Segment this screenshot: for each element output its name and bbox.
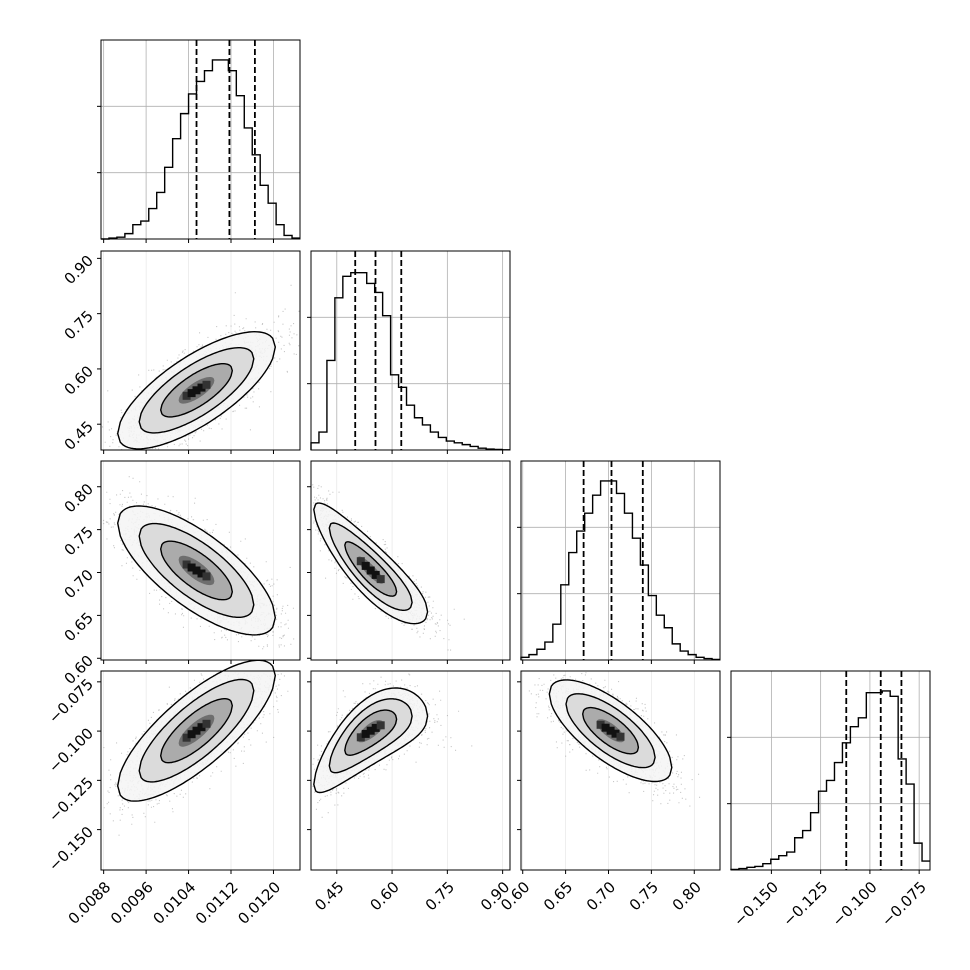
density-peak (197, 569, 206, 578)
y-tick-label: 0.60 (61, 362, 97, 398)
scatter-panel-2-1 (100, 250, 301, 451)
y-tick-label: 0.65 (61, 609, 97, 645)
histogram-panel-2 (307, 250, 511, 451)
density-peak (182, 733, 191, 742)
y-axis-2: 0.45 0.60 0.75 0.90 (61, 252, 101, 454)
density-peak (611, 729, 620, 738)
histogram-steps (101, 59, 300, 240)
x-axis-2: 0.45 0.60 0.75 0.90 (311, 450, 513, 914)
density-peak (192, 386, 201, 395)
x-tick-label: 0.75 (626, 878, 662, 914)
y-tick-label: 0.70 (61, 566, 97, 602)
scatter-panel-3-2 (310, 460, 511, 661)
density-peak (197, 723, 206, 732)
x-tick-label: 0.0112 (192, 878, 242, 928)
panel-frame (100, 39, 301, 240)
panel-frame (310, 250, 511, 451)
density-peak (366, 566, 375, 575)
x-axis-4: −0.150−0.125−0.100−0.075 (730, 870, 930, 930)
scatter-panel-4-3 (520, 670, 721, 871)
density-peak (366, 726, 375, 735)
histogram-steps (310, 271, 510, 451)
x-tick-label: 0.80 (669, 878, 705, 914)
x-tick-label: 0.0104 (149, 878, 199, 928)
panel-frame (100, 460, 301, 661)
density-peak (601, 723, 610, 732)
x-tick-label: 0.70 (583, 878, 619, 914)
density-peak (596, 720, 605, 729)
y-tick-label: 0.75 (61, 307, 97, 343)
y-axis-4: −0.150−0.125−0.100−0.075 (45, 675, 521, 875)
density-peak (197, 383, 206, 392)
density-peak (187, 730, 196, 739)
panel-frame (730, 670, 931, 871)
density-peak (361, 561, 370, 570)
panel-frame (520, 460, 721, 661)
x-tick-label: 0.75 (422, 878, 458, 914)
density-peak (356, 557, 365, 566)
x-tick-label: −0.125 (779, 878, 831, 930)
density-peak (182, 391, 191, 400)
y-tick-label: −0.150 (45, 823, 97, 875)
density-peak (371, 570, 380, 579)
density-peak (187, 563, 196, 572)
y-tick-label: 0.90 (61, 252, 97, 288)
density-peak (202, 719, 211, 728)
histogram-panel-3 (517, 460, 721, 661)
density-peak (356, 733, 365, 742)
panel-frame (520, 670, 721, 871)
density-peak (192, 566, 201, 575)
y-tick-label: 0.75 (61, 523, 97, 559)
histogram-panel-4 (727, 670, 931, 871)
x-tick-label: 0.45 (311, 878, 347, 914)
x-tick-label: −0.075 (878, 878, 930, 930)
x-tick-label: 0.60 (366, 878, 402, 914)
density-peak (376, 721, 385, 730)
density-peak (371, 723, 380, 732)
y-tick-label: 0.80 (61, 480, 97, 516)
density-peak (202, 380, 211, 389)
scatter-panel-4-1 (100, 659, 301, 871)
x-tick-label: 0.0088 (65, 878, 115, 928)
density-peak (606, 726, 615, 735)
panel-frame (310, 460, 511, 661)
panel-frame (100, 250, 301, 451)
panel-frame (310, 670, 511, 871)
density-peak (192, 726, 201, 735)
histogram-steps (520, 480, 720, 661)
x-tick-label: 0.0096 (107, 878, 157, 928)
panel-frame (100, 670, 301, 871)
density-peak (376, 575, 385, 584)
density-peak (187, 389, 196, 398)
density-peak (202, 572, 211, 581)
y-tick-label: 0.45 (61, 417, 97, 453)
density-peak (361, 729, 370, 738)
y-tick-label: −0.100 (45, 724, 97, 776)
density-peak (182, 560, 191, 569)
y-tick-label: −0.125 (45, 774, 97, 826)
scatter-panel-4-2 (310, 670, 511, 871)
x-tick-label: 0.65 (540, 878, 576, 914)
x-tick-label: 0.0120 (234, 878, 284, 928)
histogram-panel-1 (97, 39, 301, 240)
x-tick-label: −0.150 (730, 878, 782, 930)
histogram-steps (730, 690, 930, 871)
scatter-panel-3-1 (100, 460, 301, 661)
x-tick-label: −0.100 (829, 878, 881, 930)
density-peak (616, 732, 625, 741)
